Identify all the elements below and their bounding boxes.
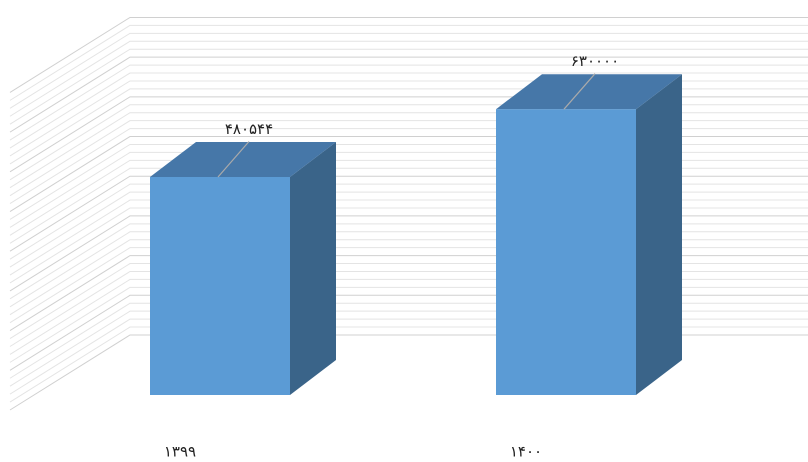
grid-line xyxy=(9,302,808,379)
grid-line xyxy=(9,326,808,403)
grid-line xyxy=(9,40,808,117)
grid-line xyxy=(9,318,808,395)
grid-line xyxy=(9,56,808,133)
data-label: ۶۳۰۰۰۰ xyxy=(571,52,619,70)
grid-line xyxy=(9,24,808,101)
grid-line xyxy=(9,286,808,363)
bar-side xyxy=(290,142,336,395)
label-leader xyxy=(217,141,250,178)
grid-line xyxy=(9,294,808,371)
bar xyxy=(496,109,636,395)
data-label: ۴۸۰۵۴۴ xyxy=(225,120,273,138)
grid-line xyxy=(9,310,808,387)
grid-line xyxy=(9,278,808,355)
bar-top xyxy=(496,74,682,110)
label-leader xyxy=(563,73,596,110)
grid-line xyxy=(9,16,808,93)
bar xyxy=(150,177,290,395)
grid-line xyxy=(9,32,808,109)
grid-line xyxy=(9,64,808,141)
grid-line xyxy=(9,334,808,411)
grid-line xyxy=(9,48,808,125)
x-tick-label: ۱۳۹۹ xyxy=(164,443,196,461)
bar-side xyxy=(636,74,682,395)
grid-line xyxy=(9,72,808,149)
x-tick-label: ۱۴۰۰ xyxy=(510,443,542,461)
bar-top xyxy=(150,142,336,177)
